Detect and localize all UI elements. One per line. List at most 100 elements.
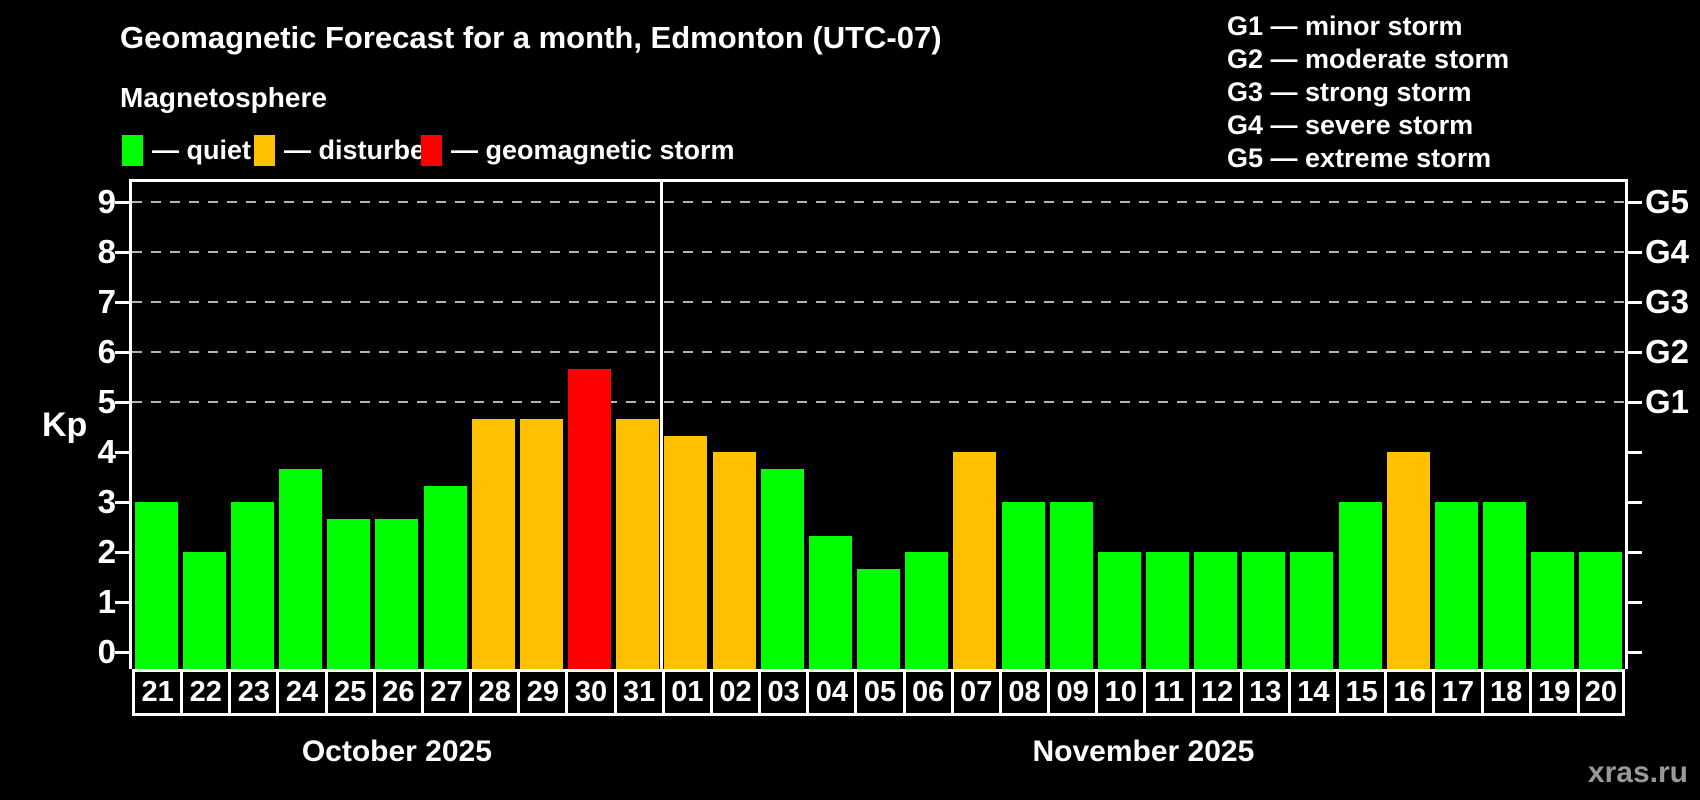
date-cell: 23 <box>228 669 280 716</box>
legend-swatch-disturbed <box>254 134 275 166</box>
right-axis-label-g5: G5 <box>1645 183 1690 220</box>
month-separator-line <box>660 182 664 669</box>
watermark: xras.ru <box>1587 756 1688 789</box>
right-axis-tick <box>1628 350 1642 354</box>
kp-bar <box>1386 452 1430 669</box>
y-axis-tick-label: 9 <box>97 183 116 220</box>
kp-bar <box>1194 552 1238 669</box>
date-cell: 19 <box>1528 669 1580 716</box>
date-cell: 22 <box>180 669 232 716</box>
month-label: November 2025 <box>1032 735 1255 768</box>
kp-bar <box>760 468 804 669</box>
date-cell: 17 <box>1432 669 1484 716</box>
date-cell: 26 <box>372 669 424 716</box>
g-scale-line: G5 — extreme storm <box>1227 143 1492 173</box>
date-cell: 30 <box>565 669 617 716</box>
right-axis-label-g3: G3 <box>1645 283 1690 320</box>
kp-bar <box>279 468 323 669</box>
right-axis-label-g4: G4 <box>1645 233 1690 270</box>
left-axis-tick <box>115 200 129 204</box>
date-cell: 13 <box>1239 669 1291 716</box>
y-axis-title: Kp <box>42 406 88 444</box>
kp-bar <box>1242 552 1286 669</box>
g-scale-line: G2 — moderate storm <box>1227 44 1510 74</box>
legend-swatch-storm <box>421 134 442 166</box>
right-axis-tick <box>1628 550 1642 554</box>
legend-label-disturbed: — disturbed <box>284 134 442 165</box>
right-axis-tick <box>1628 650 1642 654</box>
legend-label-quiet: — quiet <box>152 134 251 165</box>
left-axis-tick <box>115 650 129 654</box>
kp-bar <box>1145 552 1189 669</box>
gridline-kp5 <box>132 401 1625 403</box>
right-axis-label-g2: G2 <box>1645 333 1690 370</box>
y-axis-tick-label: 0 <box>97 633 116 670</box>
magnetosphere-label: Magnetosphere <box>120 82 327 113</box>
month-label: October 2025 <box>301 735 492 768</box>
plot-area <box>115 179 1642 669</box>
g-scale-line: G4 — severe storm <box>1227 110 1474 140</box>
date-cell: 07 <box>950 669 1002 716</box>
g-scale-legend: G1 — minor storm G2 — moderate storm G3 — … <box>1227 10 1509 175</box>
y-axis-tick-label: 4 <box>97 433 116 470</box>
kp-bar <box>857 568 901 669</box>
kp-bar <box>1338 502 1382 669</box>
left-axis-tick <box>115 450 129 454</box>
y-axis-tick-label: 5 <box>97 383 116 420</box>
y-axis-tick-label: 2 <box>97 533 116 570</box>
y-axis-tick-label: 8 <box>97 233 116 270</box>
kp-bar <box>471 418 515 669</box>
right-axis-tick <box>1628 600 1642 604</box>
date-cell: 25 <box>324 669 376 716</box>
kp-bar <box>953 452 997 669</box>
gridline-kp9 <box>132 201 1625 203</box>
kp-bar <box>1483 502 1527 669</box>
date-cell: 31 <box>613 669 665 716</box>
date-cell: 10 <box>1095 669 1147 716</box>
date-cell: 16 <box>1384 669 1436 716</box>
kp-bar <box>134 502 178 669</box>
kp-bar <box>664 435 708 669</box>
date-cell: 15 <box>1336 669 1388 716</box>
left-axis-tick <box>115 350 129 354</box>
date-cell: 27 <box>420 669 473 716</box>
date-cell: 20 <box>1576 669 1625 716</box>
left-axis-tick <box>115 400 129 404</box>
legend-item-disturbed: — disturbed <box>254 133 442 167</box>
y-axis-tick-label: 6 <box>97 333 116 370</box>
right-axis-tick <box>1628 400 1642 404</box>
kp-bar <box>616 418 660 669</box>
right-axis-tick <box>1628 500 1642 504</box>
right-axis-tick <box>1628 300 1642 304</box>
date-cell: 01 <box>661 669 713 716</box>
left-axis-tick <box>115 600 129 604</box>
gridline-kp7 <box>132 301 1625 303</box>
gridline-kp6 <box>132 351 1625 353</box>
y-axis-tick-label: 1 <box>97 583 116 620</box>
kp-bar <box>182 552 226 669</box>
kp-bar <box>519 418 563 669</box>
kp-bar <box>327 518 371 669</box>
date-cell: 02 <box>709 669 762 716</box>
kp-bar <box>230 502 274 669</box>
y-axis-tick-label: 3 <box>97 483 116 520</box>
kp-bar <box>1097 552 1141 669</box>
left-axis-tick <box>115 250 129 254</box>
date-cell: 05 <box>854 669 906 716</box>
kp-bar <box>1579 552 1623 669</box>
date-cell: 24 <box>276 669 328 716</box>
kp-bar <box>1049 502 1093 669</box>
kp-bar <box>808 535 852 669</box>
date-cell: 12 <box>1191 669 1243 716</box>
legend-label-storm: — geomagnetic storm <box>451 134 735 165</box>
right-axis-tick <box>1628 200 1642 204</box>
date-cell: 28 <box>469 669 521 716</box>
date-cell: 06 <box>902 669 954 716</box>
left-axis-tick <box>115 550 129 554</box>
legend-swatch-quiet <box>122 134 143 166</box>
date-cell: 08 <box>998 669 1051 716</box>
kp-bar <box>1531 552 1575 669</box>
left-axis-tick <box>115 500 129 504</box>
date-cell: 04 <box>806 669 858 716</box>
